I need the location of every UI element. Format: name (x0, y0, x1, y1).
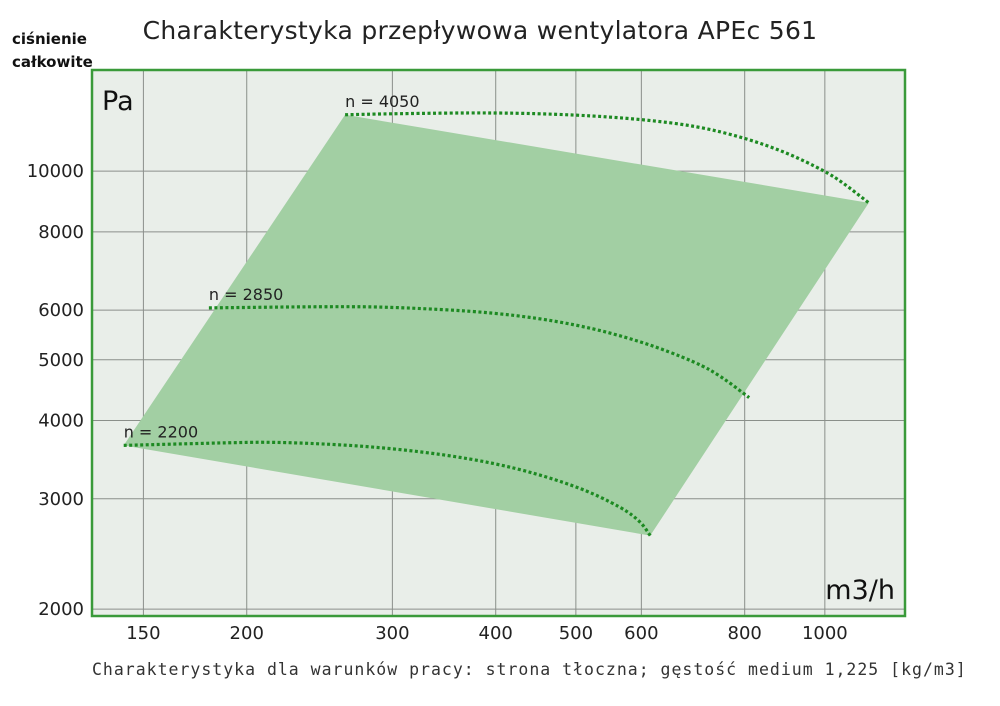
y-axis-label: ciśnienie całkowite (12, 28, 93, 74)
y-tick-label: 8000 (38, 222, 84, 243)
y-tick-label: 6000 (38, 300, 84, 321)
curve-2850 (208, 305, 751, 399)
curve-labels: n = 4050 n = 2850 n = 2200 (124, 92, 420, 442)
curve-label-4050: n = 4050 (345, 92, 419, 111)
y-unit-label: Pa (102, 86, 134, 117)
chart-title: Charakterystyka przepływowa wentylatora … (142, 16, 818, 45)
x-tick-label: 300 (375, 623, 409, 644)
y-tick-label: 3000 (38, 489, 84, 510)
x-tick-label: 500 (559, 623, 593, 644)
x-tick-label: 600 (624, 623, 658, 644)
chart-caption: Charakterystyka dla warunków pracy: stro… (92, 660, 967, 679)
y-tick-labels: 2000 3000 4000 5000 6000 8000 10000 (27, 161, 84, 620)
operating-area (123, 114, 869, 536)
y-tick-label: 2000 (38, 599, 84, 620)
x-unit-label: m3/h (825, 575, 895, 606)
curve-4050 (345, 111, 870, 205)
plot-frame (90, 68, 907, 618)
x-tick-label: 1000 (802, 623, 848, 644)
y-tick-label: 5000 (38, 350, 84, 371)
curve-label-2850: n = 2850 (209, 285, 283, 304)
x-tick-label: 150 (126, 623, 160, 644)
x-tick-labels: 150 200 300 400 500 600 800 1000 (126, 623, 848, 644)
curve-label-2200: n = 2200 (124, 422, 198, 441)
x-tick-label: 800 (728, 623, 762, 644)
x-tick-label: 200 (230, 623, 264, 644)
y-tick-label: 10000 (27, 161, 84, 182)
curves (123, 111, 870, 537)
y-tick-label: 4000 (38, 410, 84, 431)
x-tick-label: 400 (479, 623, 513, 644)
y-axis-label-text: ciśnienie całkowite (12, 30, 93, 71)
